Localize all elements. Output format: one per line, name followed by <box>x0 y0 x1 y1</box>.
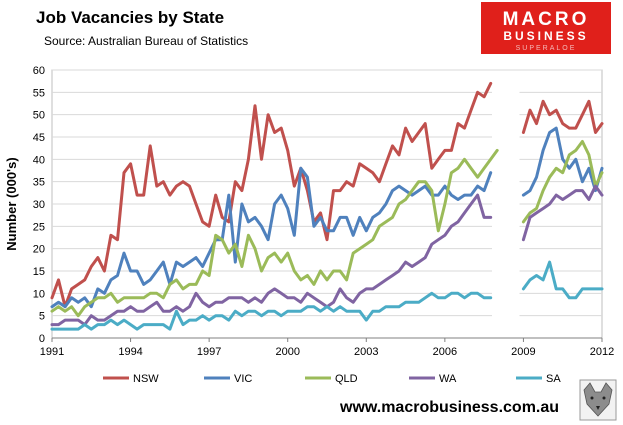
legend-label-qld: QLD <box>335 373 358 385</box>
x-tick-label: 1997 <box>197 346 221 358</box>
chart-source: Source: Australian Bureau of Statistics <box>44 34 248 48</box>
y-tick-label: 45 <box>33 132 45 144</box>
series-line-vic <box>521 126 604 197</box>
x-axis-ticks: 1991 1994 1997 2000 2003 2006 2009 2012 <box>40 337 614 358</box>
y-tick-label: 55 <box>33 87 45 99</box>
legend-label-wa: WA <box>439 373 457 385</box>
y-tick-label: 10 <box>33 288 45 300</box>
footer-url: www.macrobusiness.com.au <box>339 399 559 416</box>
wolf-logo-icon <box>579 379 617 421</box>
y-axis-ticks: 0 5 10 15 20 25 30 35 40 45 50 55 60 <box>33 65 45 345</box>
logo-background <box>481 2 611 54</box>
x-tick-label: 1994 <box>118 346 142 358</box>
y-axis-label: Number (000's) <box>4 157 19 250</box>
x-tick-label: 1991 <box>40 346 64 358</box>
series-line-sa <box>50 291 493 331</box>
logo-line3: SUPERALOE <box>516 45 577 52</box>
chart-title: Job Vacancies by State <box>36 8 224 27</box>
y-tick-label: 60 <box>33 65 45 77</box>
series-line-nsw <box>521 99 604 134</box>
y-tick-label: 35 <box>33 177 45 189</box>
macrobusiness-logo: MACRO BUSINESS SUPERALOE <box>481 2 611 54</box>
series-line-qld <box>521 140 604 224</box>
y-tick-label: 50 <box>33 110 45 122</box>
logo-line2: BUSINESS <box>503 29 588 43</box>
gridlines <box>52 69 602 338</box>
x-tick-label: 2003 <box>354 346 378 358</box>
axis-break-gap <box>492 70 520 338</box>
legend: NSW VIC QLD WA SA <box>103 373 561 385</box>
x-tick-label: 2012 <box>590 346 614 358</box>
series-line-wa <box>521 184 604 242</box>
y-tick-label: 30 <box>33 199 45 211</box>
y-tick-label: 25 <box>33 221 45 233</box>
series-line-wa <box>50 193 493 327</box>
x-tick-label: 2009 <box>511 346 535 358</box>
series-line-sa <box>521 260 604 300</box>
logo-line1: MACRO <box>503 9 590 30</box>
x-tick-label: 2000 <box>275 346 299 358</box>
y-tick-label: 5 <box>39 311 45 323</box>
series-line-qld <box>50 148 499 318</box>
x-tick-label: 2006 <box>433 346 457 358</box>
legend-label-nsw: NSW <box>133 373 159 385</box>
y-tick-label: 20 <box>33 244 45 256</box>
y-tick-label: 15 <box>33 266 45 278</box>
series-lines <box>50 81 604 331</box>
y-tick-label: 0 <box>39 333 45 345</box>
legend-label-vic: VIC <box>234 373 252 385</box>
series-line-nsw <box>50 81 493 309</box>
legend-label-sa: SA <box>546 373 561 385</box>
series-line-vic <box>50 166 493 309</box>
y-tick-label: 40 <box>33 154 45 166</box>
